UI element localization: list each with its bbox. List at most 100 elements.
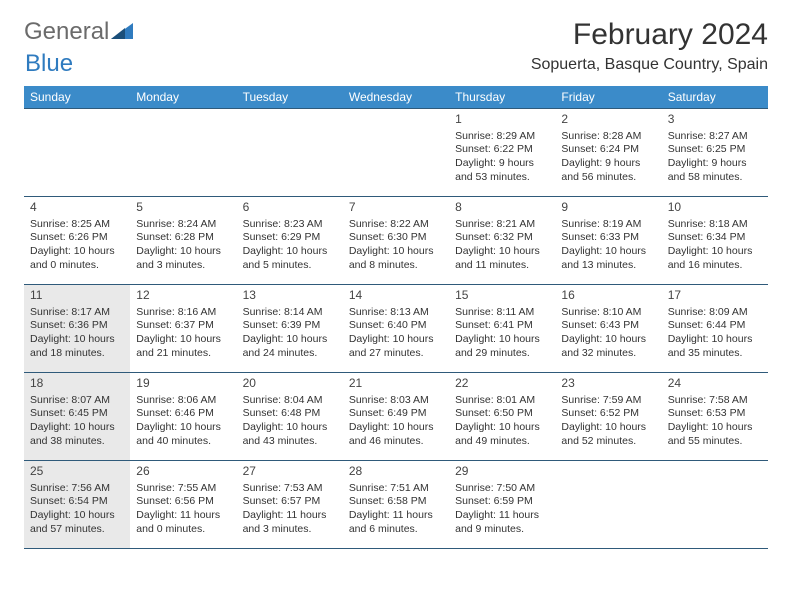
sunset-line: Sunset: 6:45 PM: [30, 407, 124, 421]
daylight-line: Daylight: 9 hours and 53 minutes.: [455, 157, 549, 184]
sunrise-line: Sunrise: 8:19 AM: [561, 218, 655, 232]
calendar-cell: [237, 109, 343, 197]
daylight-line: Daylight: 10 hours and 29 minutes.: [455, 333, 549, 360]
sunset-line: Sunset: 6:59 PM: [455, 495, 549, 509]
sunset-line: Sunset: 6:50 PM: [455, 407, 549, 421]
day-number: 4: [30, 200, 124, 216]
sunrise-line: Sunrise: 8:10 AM: [561, 306, 655, 320]
day-number: 23: [561, 376, 655, 392]
daylight-line: Daylight: 10 hours and 24 minutes.: [243, 333, 337, 360]
calendar-cell: 6Sunrise: 8:23 AMSunset: 6:29 PMDaylight…: [237, 197, 343, 285]
daylight-line: Daylight: 10 hours and 46 minutes.: [349, 421, 443, 448]
day-number: 29: [455, 464, 549, 480]
sunset-line: Sunset: 6:28 PM: [136, 231, 230, 245]
calendar-cell: 10Sunrise: 8:18 AMSunset: 6:34 PMDayligh…: [662, 197, 768, 285]
sunset-line: Sunset: 6:39 PM: [243, 319, 337, 333]
day-number: 1: [455, 112, 549, 128]
calendar-row: 1Sunrise: 8:29 AMSunset: 6:22 PMDaylight…: [24, 109, 768, 197]
day-number: 24: [668, 376, 762, 392]
sunrise-line: Sunrise: 8:22 AM: [349, 218, 443, 232]
sunrise-line: Sunrise: 8:29 AM: [455, 130, 549, 144]
sunset-line: Sunset: 6:41 PM: [455, 319, 549, 333]
calendar-cell: 2Sunrise: 8:28 AMSunset: 6:24 PMDaylight…: [555, 109, 661, 197]
calendar-row: 25Sunrise: 7:56 AMSunset: 6:54 PMDayligh…: [24, 461, 768, 549]
sunset-line: Sunset: 6:48 PM: [243, 407, 337, 421]
calendar-cell: [24, 109, 130, 197]
calendar-cell: 29Sunrise: 7:50 AMSunset: 6:59 PMDayligh…: [449, 461, 555, 549]
dayhead: Sunday: [24, 86, 130, 109]
calendar-cell: 25Sunrise: 7:56 AMSunset: 6:54 PMDayligh…: [24, 461, 130, 549]
sunset-line: Sunset: 6:25 PM: [668, 143, 762, 157]
sunrise-line: Sunrise: 8:07 AM: [30, 394, 124, 408]
sunrise-line: Sunrise: 8:14 AM: [243, 306, 337, 320]
sunset-line: Sunset: 6:36 PM: [30, 319, 124, 333]
sunset-line: Sunset: 6:37 PM: [136, 319, 230, 333]
daylight-line: Daylight: 10 hours and 32 minutes.: [561, 333, 655, 360]
daylight-line: Daylight: 10 hours and 5 minutes.: [243, 245, 337, 272]
day-number: 27: [243, 464, 337, 480]
sunset-line: Sunset: 6:56 PM: [136, 495, 230, 509]
sunset-line: Sunset: 6:53 PM: [668, 407, 762, 421]
daylight-line: Daylight: 10 hours and 21 minutes.: [136, 333, 230, 360]
calendar-cell: 5Sunrise: 8:24 AMSunset: 6:28 PMDaylight…: [130, 197, 236, 285]
day-number: 8: [455, 200, 549, 216]
daylight-line: Daylight: 10 hours and 16 minutes.: [668, 245, 762, 272]
location-text: Sopuerta, Basque Country, Spain: [531, 56, 768, 74]
daylight-line: Daylight: 10 hours and 13 minutes.: [561, 245, 655, 272]
calendar-head: SundayMondayTuesdayWednesdayThursdayFrid…: [24, 86, 768, 109]
day-number: 9: [561, 200, 655, 216]
sunrise-line: Sunrise: 8:28 AM: [561, 130, 655, 144]
calendar-cell: 8Sunrise: 8:21 AMSunset: 6:32 PMDaylight…: [449, 197, 555, 285]
dayhead-row: SundayMondayTuesdayWednesdayThursdayFrid…: [24, 86, 768, 109]
day-number: 17: [668, 288, 762, 304]
calendar-cell: 7Sunrise: 8:22 AMSunset: 6:30 PMDaylight…: [343, 197, 449, 285]
sunset-line: Sunset: 6:34 PM: [668, 231, 762, 245]
daylight-line: Daylight: 10 hours and 38 minutes.: [30, 421, 124, 448]
calendar-cell: 21Sunrise: 8:03 AMSunset: 6:49 PMDayligh…: [343, 373, 449, 461]
sunset-line: Sunset: 6:22 PM: [455, 143, 549, 157]
sunrise-line: Sunrise: 7:56 AM: [30, 482, 124, 496]
calendar-cell: 18 Sunrise: 8:07 AMSunset: 6:45 PMDayligh…: [24, 373, 130, 461]
sunset-line: Sunset: 6:32 PM: [455, 231, 549, 245]
calendar-cell: [662, 461, 768, 549]
sunset-line: Sunset: 6:40 PM: [349, 319, 443, 333]
day-number: 28: [349, 464, 443, 480]
sunrise-line: Sunrise: 7:58 AM: [668, 394, 762, 408]
brand-word-2: Blue: [25, 50, 73, 78]
day-number: 2: [561, 112, 655, 128]
sunrise-line: Sunrise: 8:09 AM: [668, 306, 762, 320]
daylight-line: Daylight: 10 hours and 57 minutes.: [30, 509, 124, 536]
daylight-line: Daylight: 10 hours and 43 minutes.: [243, 421, 337, 448]
sunrise-line: Sunrise: 8:16 AM: [136, 306, 230, 320]
dayhead: Monday: [130, 86, 236, 109]
sunrise-line: Sunrise: 7:53 AM: [243, 482, 337, 496]
sunrise-line: Sunrise: 8:06 AM: [136, 394, 230, 408]
day-number: 3: [668, 112, 762, 128]
sunset-line: Sunset: 6:33 PM: [561, 231, 655, 245]
day-number: 18: [30, 376, 124, 392]
daylight-line: Daylight: 11 hours and 6 minutes.: [349, 509, 443, 536]
sunrise-line: Sunrise: 8:18 AM: [668, 218, 762, 232]
dayhead: Friday: [555, 86, 661, 109]
calendar-cell: 4Sunrise: 8:25 AMSunset: 6:26 PMDaylight…: [24, 197, 130, 285]
sunrise-line: Sunrise: 8:01 AM: [455, 394, 549, 408]
sunset-line: Sunset: 6:49 PM: [349, 407, 443, 421]
title-block: February 2024 Sopuerta, Basque Country, …: [531, 18, 768, 74]
daylight-line: Daylight: 11 hours and 3 minutes.: [243, 509, 337, 536]
calendar-cell: 26Sunrise: 7:55 AMSunset: 6:56 PMDayligh…: [130, 461, 236, 549]
sunrise-line: Sunrise: 8:27 AM: [668, 130, 762, 144]
calendar-cell: 12Sunrise: 8:16 AMSunset: 6:37 PMDayligh…: [130, 285, 236, 373]
daylight-line: Daylight: 10 hours and 18 minutes.: [30, 333, 124, 360]
daylight-line: Daylight: 9 hours and 58 minutes.: [668, 157, 762, 184]
calendar-row: 4Sunrise: 8:25 AMSunset: 6:26 PMDaylight…: [24, 197, 768, 285]
daylight-line: Daylight: 10 hours and 11 minutes.: [455, 245, 549, 272]
sunset-line: Sunset: 6:46 PM: [136, 407, 230, 421]
day-number: 11: [30, 288, 124, 304]
calendar-row: 18Sunrise: 8:07 AMSunset: 6:45 PMDayligh…: [24, 373, 768, 461]
calendar-cell: 1 Sunrise: 8:29 AMSunset: 6:22 PMDaylight…: [449, 109, 555, 197]
daylight-line: Daylight: 10 hours and 3 minutes.: [136, 245, 230, 272]
day-number: 26: [136, 464, 230, 480]
dayhead: Thursday: [449, 86, 555, 109]
calendar-table: SundayMondayTuesdayWednesdayThursdayFrid…: [24, 86, 768, 549]
daylight-line: Daylight: 10 hours and 40 minutes.: [136, 421, 230, 448]
